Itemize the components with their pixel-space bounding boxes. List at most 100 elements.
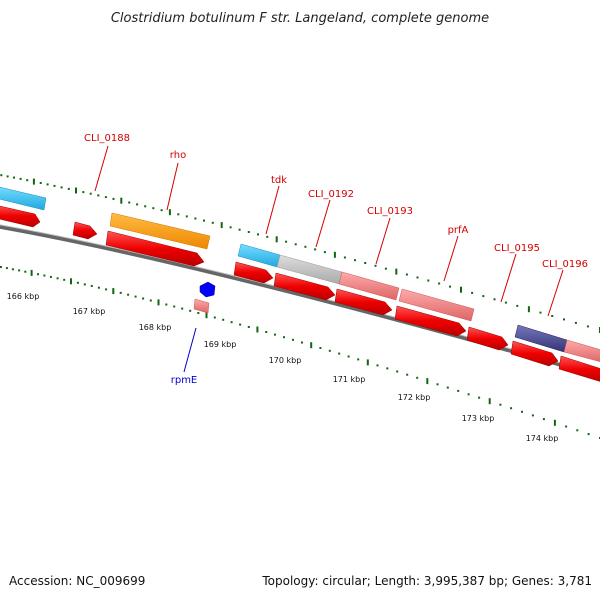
tick-label-173: 173 kbp: [462, 414, 495, 423]
tick-label-167: 167 kbp: [73, 307, 106, 316]
cds-arrow[interactable]: [466, 326, 509, 351]
scale-major-tick: [460, 286, 462, 293]
cds-arrow[interactable]: [273, 272, 336, 301]
scale-major-tick: [553, 419, 556, 426]
scale-dot: [354, 259, 356, 262]
cds-arrow[interactable]: [334, 288, 393, 316]
scale-dot: [160, 209, 163, 212]
scale-major-tick: [168, 209, 171, 216]
scale-dot: [185, 215, 188, 218]
scale-dot: [239, 323, 242, 326]
scale-dot: [436, 383, 439, 386]
scale-major-tick: [70, 278, 72, 285]
feature-lightblue-left[interactable]: [0, 186, 47, 211]
feature-prfa[interactable]: [398, 288, 475, 322]
genome-summary-text: Topology: circular; Length: 3,995,387 bp…: [261, 574, 592, 588]
scale-dot: [438, 282, 441, 285]
scale-dot: [504, 301, 507, 304]
scale-dot: [0, 174, 3, 177]
scale-dot: [427, 279, 430, 282]
scale-major-tick: [527, 306, 530, 313]
feature-tdk[interactable]: [237, 243, 281, 268]
scale-major-tick: [333, 251, 336, 258]
tick-label-170: 170 kbp: [269, 356, 302, 365]
scale-major-tick: [310, 342, 313, 349]
label-leaders: [94, 145, 564, 317]
scale-dot: [364, 262, 367, 264]
scale-major-tick: [488, 398, 491, 405]
feature-pink-right[interactable]: [563, 339, 600, 363]
gene-label-cli-0192[interactable]: CLI_0192: [308, 189, 354, 200]
scale-dot: [416, 276, 419, 279]
scale-dot: [105, 288, 108, 291]
scale-dot: [376, 364, 379, 367]
gene-label-cli-0195[interactable]: CLI_0195: [494, 243, 540, 254]
scale-dot: [292, 338, 294, 341]
scale-dot: [551, 315, 554, 317]
scale-dot: [396, 370, 399, 373]
scale-dot: [83, 283, 86, 286]
scale-dot: [384, 267, 387, 270]
cds-arrow[interactable]: [0, 205, 41, 228]
scale-major-tick: [426, 378, 429, 385]
scale-major-tick: [205, 312, 208, 319]
scale-dot: [49, 275, 52, 278]
scale-dot: [39, 182, 42, 184]
scale-dot: [152, 207, 155, 210]
feature-rpme-blue[interactable]: [199, 281, 216, 298]
tick-label-174: 174 kbp: [526, 434, 559, 443]
cds-arrow[interactable]: [233, 261, 274, 284]
cds-arrow[interactable]: [394, 305, 467, 337]
cds-arrow[interactable]: [105, 230, 205, 267]
scale-dot: [37, 273, 39, 276]
gene-label-rpme[interactable]: rpmE: [171, 375, 198, 386]
scale-dot: [304, 245, 307, 248]
gene-label-tdk[interactable]: tdk: [271, 175, 287, 186]
scale-dot: [76, 281, 79, 284]
cds-arrow[interactable]: [558, 355, 600, 383]
scale-dot: [19, 177, 22, 180]
gene-label-cli-0193[interactable]: CLI_0193: [367, 206, 413, 217]
gene-label-prfa[interactable]: prfA: [448, 225, 469, 236]
scale-dot: [128, 201, 131, 204]
tick-label-169: 169 kbp: [204, 340, 237, 349]
scale-major-tick: [120, 197, 123, 204]
gene-label-rho[interactable]: rho: [170, 150, 186, 161]
scale-major-tick: [30, 269, 33, 276]
scale-dot: [56, 277, 59, 280]
scale-dot: [43, 274, 46, 277]
tick-label-166: 166 kbp: [7, 292, 40, 301]
scale-dot: [576, 429, 579, 432]
scale-major-tick: [256, 326, 259, 333]
scale-dot: [197, 312, 200, 314]
scale-dot: [203, 219, 205, 222]
gene-label-cli-0188[interactable]: CLI_0188: [84, 133, 130, 144]
gene-labels: CLI_0188 rho tdk CLI_0192 CLI_0193 prfA …: [84, 133, 588, 386]
scale-dot: [165, 303, 168, 306]
scale-major-tick: [32, 178, 35, 185]
feature-cli-0193[interactable]: [338, 271, 400, 301]
scale-dot: [97, 286, 100, 289]
scale-dot: [521, 410, 523, 413]
gene-label-cli-0196[interactable]: CLI_0196: [542, 259, 588, 270]
scale-tick-labels: 166 kbp 167 kbp 168 kbp 169 kbp 170 kbp …: [7, 292, 559, 443]
cds-arrow[interactable]: [510, 340, 559, 367]
tick-label-171: 171 kbp: [333, 375, 366, 384]
cds-arrow[interactable]: [72, 221, 98, 240]
scale-dot: [587, 433, 590, 436]
scale-dot: [67, 187, 70, 190]
feature-rho[interactable]: [109, 212, 211, 250]
scale-dot: [457, 389, 460, 392]
scale-major-tick: [220, 222, 223, 229]
scale-dot: [499, 403, 502, 406]
rpme-leader: [183, 327, 197, 373]
scale-dot: [229, 226, 232, 229]
scale-dot: [319, 347, 322, 349]
feature-rpme-pink[interactable]: [193, 298, 210, 314]
scale-dot: [211, 221, 214, 224]
lower-dotted-track: [0, 266, 600, 439]
scale-dot: [177, 213, 180, 216]
scale-dot: [586, 325, 589, 328]
feature-track-upper: [0, 186, 600, 363]
scale-dot: [189, 309, 192, 312]
